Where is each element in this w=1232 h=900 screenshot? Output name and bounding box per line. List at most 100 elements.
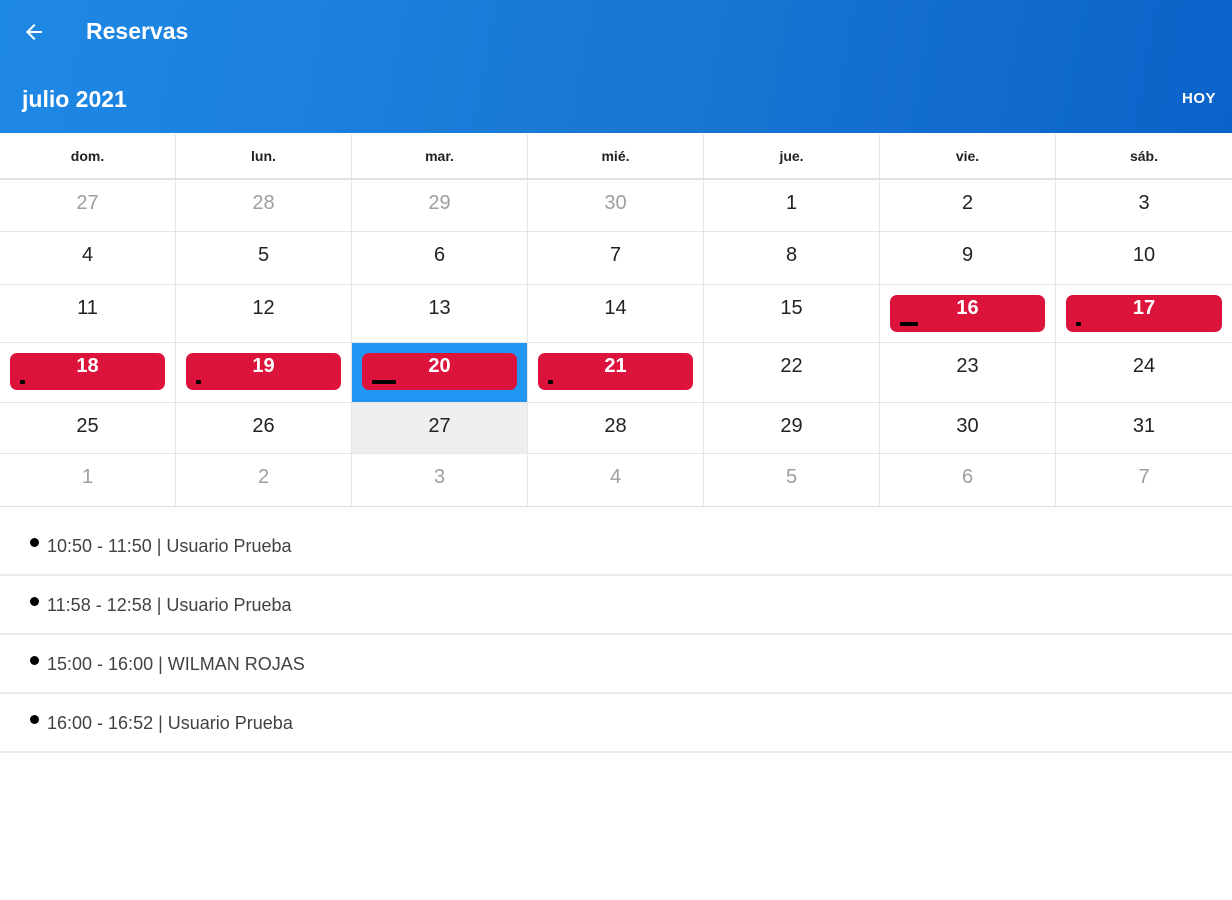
calendar-day[interactable]: 30: [528, 180, 704, 231]
calendar-day[interactable]: 9: [880, 232, 1056, 284]
bullet-icon: [30, 597, 39, 606]
calendar-day-today[interactable]: 27: [352, 403, 528, 453]
calendar-day[interactable]: 31: [1056, 403, 1232, 453]
calendar-week-row: 25 26 27 28 29 30 31: [0, 403, 1232, 454]
day-number: 18: [76, 355, 99, 377]
event-label: 16:00 - 16:52 | Usuario Prueba: [47, 713, 293, 733]
today-button[interactable]: HOY: [1181, 90, 1216, 107]
page-title: Reservas: [86, 18, 189, 44]
calendar-day[interactable]: 2: [880, 180, 1056, 231]
calendar-week-row: 1 2 3 4 5 6 7: [0, 454, 1232, 506]
day-number: 29: [780, 415, 803, 437]
event-indicator: [372, 380, 396, 384]
calendar-day[interactable]: 4: [0, 232, 176, 284]
calendar-day[interactable]: 14: [528, 285, 704, 342]
day-number: 6: [433, 244, 446, 266]
month-label: julio 2021: [22, 86, 127, 112]
day-number: 7: [609, 244, 622, 266]
day-number: 1: [81, 466, 94, 488]
calendar-day[interactable]: 5: [704, 454, 880, 506]
calendar-day[interactable]: 29: [352, 180, 528, 231]
event-list-item[interactable]: 15:00 - 16:00 | WILMAN ROJAS: [0, 635, 1232, 694]
event-list-item[interactable]: 10:50 - 11:50 | Usuario Prueba: [0, 517, 1232, 576]
calendar-day[interactable]: 25: [0, 403, 176, 453]
calendar-day[interactable]: 12: [176, 285, 352, 342]
calendar-day[interactable]: 11: [0, 285, 176, 342]
event-indicator: [1076, 322, 1081, 326]
calendar-day[interactable]: 26: [176, 403, 352, 453]
day-number: 1: [785, 192, 798, 214]
calendar-day[interactable]: 13: [352, 285, 528, 342]
day-number: 7: [1138, 466, 1150, 488]
calendar-day[interactable]: 7: [1056, 454, 1232, 506]
day-number: 27: [428, 415, 451, 437]
event-marker: [1066, 295, 1222, 332]
calendar-day[interactable]: 29: [704, 403, 880, 453]
day-number: 9: [961, 244, 974, 266]
calendar-day[interactable]: 6: [352, 232, 528, 284]
calendar-day[interactable]: 6: [880, 454, 1056, 506]
day-number: 27: [76, 192, 99, 214]
weekday-label: dom.: [0, 134, 176, 178]
month-calendar: dom. lun. mar. mié. jue. vie. sáb. 27 28 2…: [0, 134, 1232, 507]
back-button[interactable]: [14, 14, 54, 50]
calendar-day[interactable]: 17: [1056, 285, 1232, 342]
day-number: 10: [1132, 244, 1156, 266]
app-header: Reservas julio 2021 HOY: [0, 0, 1232, 133]
day-number: 15: [780, 297, 803, 319]
calendar-day-selected[interactable]: 20: [352, 343, 528, 402]
event-list-item[interactable]: 16:00 - 16:52 | Usuario Prueba: [0, 694, 1232, 753]
bullet-icon: [30, 715, 39, 724]
event-list-item[interactable]: 11:58 - 12:58 | Usuario Prueba: [0, 576, 1232, 635]
calendar-day[interactable]: 15: [704, 285, 880, 342]
calendar-day[interactable]: 21: [528, 343, 704, 402]
calendar-day[interactable]: 10: [1056, 232, 1232, 284]
day-number: 2: [961, 192, 974, 214]
calendar-day[interactable]: 18: [0, 343, 176, 402]
event-label: 15:00 - 16:00 | WILMAN ROJAS: [47, 654, 305, 674]
calendar-day[interactable]: 22: [704, 343, 880, 402]
calendar-week-row: 18 19 20 21 22 23 24: [0, 343, 1232, 403]
event-indicator: [20, 380, 25, 384]
day-number: 12: [252, 297, 275, 319]
day-number: 8: [785, 244, 798, 266]
event-marker: [538, 353, 693, 390]
event-marker: [890, 295, 1045, 332]
day-number: 13: [428, 297, 451, 319]
weekday-label: vie.: [880, 134, 1056, 178]
day-number: 14: [604, 297, 627, 319]
calendar-day[interactable]: 1: [0, 454, 176, 506]
weekday-label: lun.: [176, 134, 352, 178]
calendar-grid: 27 28 29 30 1 2 3 4 5 6 7 8 9 10 11 12 13 14 15 16 17 18 19 20 2…: [0, 180, 1232, 506]
calendar-day[interactable]: 3: [352, 454, 528, 506]
day-number: 28: [604, 415, 627, 437]
calendar-day[interactable]: 7: [528, 232, 704, 284]
calendar-day[interactable]: 16: [880, 285, 1056, 342]
day-number: 24: [1132, 355, 1156, 377]
calendar-day[interactable]: 1: [704, 180, 880, 231]
arrow-left-icon: [26, 24, 42, 40]
day-number: 23: [956, 355, 979, 377]
day-number: 4: [81, 244, 94, 266]
day-number: 31: [1132, 415, 1156, 437]
day-number: 30: [604, 192, 627, 214]
calendar-day[interactable]: 2: [176, 454, 352, 506]
day-number: 28: [252, 192, 275, 214]
calendar-day[interactable]: 19: [176, 343, 352, 402]
bullet-icon: [30, 538, 39, 547]
day-number: 17: [1132, 297, 1156, 319]
calendar-day[interactable]: 4: [528, 454, 704, 506]
event-label: 11:58 - 12:58 | Usuario Prueba: [47, 595, 292, 615]
calendar-day[interactable]: 30: [880, 403, 1056, 453]
calendar-day[interactable]: 24: [1056, 343, 1232, 402]
calendar-day[interactable]: 28: [528, 403, 704, 453]
day-number: 30: [956, 415, 979, 437]
calendar-day[interactable]: 5: [176, 232, 352, 284]
calendar-day[interactable]: 8: [704, 232, 880, 284]
day-number: 21: [604, 355, 627, 377]
day-number: 3: [433, 466, 446, 488]
calendar-day[interactable]: 23: [880, 343, 1056, 402]
calendar-day[interactable]: 28: [176, 180, 352, 231]
calendar-day[interactable]: 3: [1056, 180, 1232, 231]
calendar-day[interactable]: 27: [0, 180, 176, 231]
